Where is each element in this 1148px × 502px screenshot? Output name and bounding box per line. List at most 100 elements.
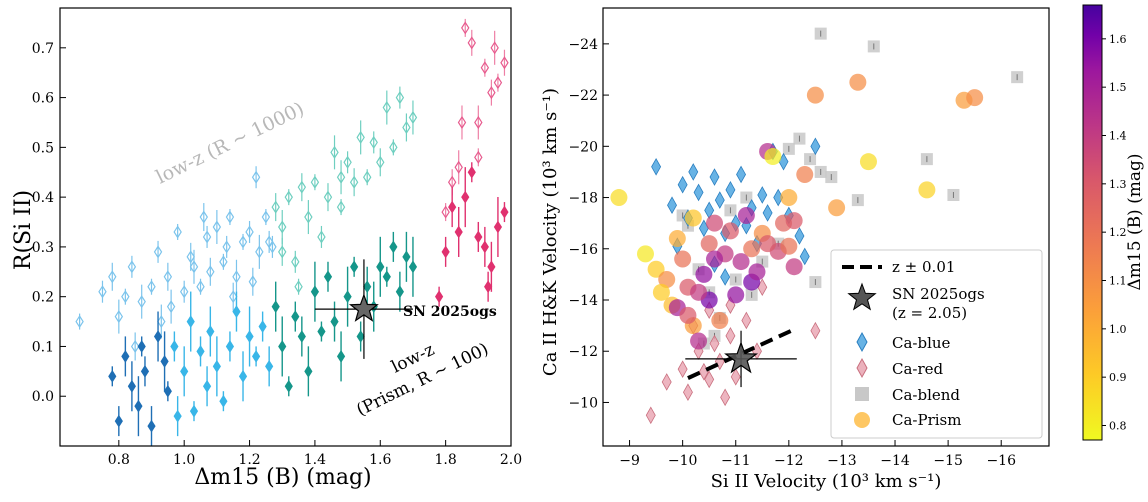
legend-label-red: Ca-red: [892, 360, 944, 378]
xtick-label: −13: [827, 453, 857, 469]
cb-tick-label: 1.3: [1109, 178, 1127, 191]
point-ca-red: [661, 373, 672, 391]
point-lowz-high: [225, 210, 235, 224]
point-lowz-prism: [343, 290, 352, 304]
point-lowz-high: [323, 190, 333, 204]
point-lowz-red: [474, 150, 483, 164]
point-lowz-prism: [196, 345, 205, 358]
point-lowz-high: [284, 190, 293, 204]
point-lowz-red: [467, 36, 476, 50]
xtick-label: 2.0: [500, 452, 522, 468]
cb-tick-label: 1.1: [1109, 275, 1127, 288]
point-ca-prism: [759, 235, 777, 253]
point-lowz-high: [402, 120, 411, 135]
point-lowz-red: [500, 56, 509, 70]
point-ca-prism: [690, 283, 708, 301]
point-lowz-prism: [134, 399, 143, 413]
point-lowz-high: [336, 170, 346, 184]
point-ca-prism: [721, 222, 739, 240]
ytick-label: −22: [568, 88, 598, 104]
point-ca-blue: [677, 175, 688, 194]
point-ca-prism: [674, 250, 692, 268]
legend-red-icon: [856, 357, 868, 379]
point-lowz-prism: [170, 340, 179, 353]
point-lowz-high: [376, 155, 385, 169]
cb-tick-label: 0.8: [1109, 420, 1127, 433]
point-lowz-high: [173, 225, 182, 239]
point-ca-blue: [693, 183, 704, 202]
legend-label-sn: SN 2025ogs: [892, 285, 985, 303]
point-lowz-prism: [232, 305, 241, 319]
point-ca-prism: [785, 212, 803, 230]
point-lowz-prism: [265, 359, 274, 373]
point-lowz-prism: [238, 369, 248, 383]
point-lowz-high: [297, 180, 307, 194]
point-ca-prism: [706, 250, 723, 268]
point-ca-prism: [785, 258, 803, 276]
point-lowz-high: [75, 314, 84, 329]
right-chart: −9 −10 −11 −12 −13 −14 −15 −16 −10 −12 −14 −16 −18 −2…: [540, 7, 1050, 492]
point-lowz-high: [356, 130, 365, 145]
point-lowz-high: [336, 200, 346, 214]
point-lowz-prism: [493, 220, 503, 234]
point-lowz-prism: [189, 404, 199, 418]
point-lowz-high: [251, 170, 261, 184]
point-lowz-prism: [127, 379, 136, 393]
ytick-label: −12: [568, 344, 598, 360]
left-axes-frame: [59, 7, 512, 447]
point-ca-prism: [636, 245, 654, 263]
point-lowz-prism: [219, 394, 228, 408]
point-lowz-prism: [202, 379, 212, 393]
point-lowz-prism: [480, 240, 489, 254]
point-lowz-high: [202, 230, 212, 244]
point-lowz-prism: [484, 280, 493, 294]
point-ca-prism: [647, 260, 665, 278]
point-lowz-prism: [245, 330, 254, 343]
left-chart: 0.8 1.0 1.2 1.4 1.6 1.8 2.0 0.0 0.1 0.2 0.3 0.4 0.5 0…: [11, 7, 522, 490]
point-ca-prism: [764, 148, 782, 166]
colorbar-label: Δm15 (B) (mag): [1125, 154, 1145, 291]
legend-box: [830, 249, 1043, 439]
legend: z ± 0.01 SN 2025ogs (z = 2.05) Ca-blue C…: [830, 249, 1043, 439]
point-lowz-prism: [474, 230, 483, 244]
point-lowz-prism: [461, 190, 470, 204]
xtick-label: 1.4: [304, 452, 326, 468]
point-lowz-high: [232, 270, 241, 284]
point-lowz-high: [310, 175, 320, 189]
point-lowz-red: [441, 205, 450, 219]
point-lowz-high: [228, 290, 238, 304]
point-lowz-high: [264, 235, 274, 249]
point-lowz-prism: [153, 330, 163, 343]
point-lowz-high: [271, 200, 280, 214]
cb-tick-label: 1.2: [1109, 226, 1127, 239]
left-ylabel: R(Si II): [11, 190, 36, 270]
point-lowz-high: [238, 235, 248, 249]
left-sn-marker: [314, 259, 413, 359]
point-ca-red: [810, 321, 821, 340]
ytick-label: −24: [568, 37, 598, 53]
point-lowz-prism: [258, 320, 267, 333]
point-lowz-prism: [330, 315, 339, 328]
ytick-label: −18: [568, 191, 598, 207]
point-ca-blue: [799, 247, 810, 266]
right-data-points: [610, 27, 1024, 425]
point-ca-blue: [757, 186, 768, 204]
point-lowz-prism: [137, 340, 146, 353]
point-lowz-high: [127, 260, 137, 274]
point-lowz-prism: [173, 409, 182, 423]
xtick-label: −9: [619, 453, 640, 469]
point-lowz-high: [304, 210, 313, 224]
point-lowz-high: [261, 210, 271, 224]
point-lowz-high: [147, 280, 156, 294]
point-ca-red: [677, 360, 688, 378]
point-lowz-red: [493, 76, 503, 90]
point-lowz-prism: [382, 270, 391, 284]
point-lowz-high: [395, 90, 405, 105]
point-ca-blue: [714, 191, 725, 209]
ytick-label: −14: [568, 293, 598, 309]
legend-label-fit: z ± 0.01: [892, 258, 955, 276]
point-lowz-prism: [500, 205, 509, 219]
point-lowz-prism: [402, 250, 411, 264]
ytick-label: 0.5: [32, 140, 54, 156]
xtick-label: 1.0: [173, 452, 195, 468]
